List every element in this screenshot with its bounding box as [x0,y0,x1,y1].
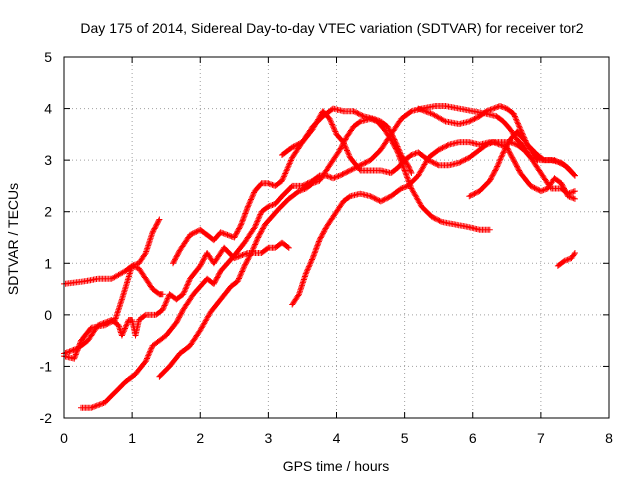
series-markers [279,105,415,177]
series-track-11 [554,249,578,269]
y-tick-label: 5 [44,49,52,65]
y-tick-label: 4 [44,101,52,117]
y-tick-label: 0 [44,307,52,323]
series-markers [415,103,517,127]
tick-labels: 0 1 2 3 4 5 6 7 8 -2 -1 0 1 2 3 4 5 [40,49,614,446]
y-axis-label: SDTVAR / TECUs [5,183,21,295]
x-tick-label: 4 [333,430,341,446]
x-tick-label: 3 [264,430,272,446]
series-markers [554,249,578,269]
y-tick-label: 2 [44,204,52,220]
series-layer [61,103,578,411]
series-track-12 [415,103,517,127]
y-tick-label: -1 [40,358,53,374]
y-tick-label: 1 [44,255,52,271]
x-tick-label: 1 [128,430,136,446]
plot-frame [63,56,610,419]
x-tick-label: 7 [537,430,545,446]
x-axis-label: GPS time / hours [283,458,390,474]
x-tick-label: 8 [605,430,613,446]
x-tick-label: 5 [401,430,409,446]
y-tick-label: 3 [44,152,52,168]
x-tick-label: 0 [60,430,68,446]
series-track-8 [279,105,415,177]
chart-title: Day 175 of 2014, Sidereal Day-to-day VTE… [80,20,583,36]
y-tick-label: -2 [40,410,53,426]
x-tick-label: 2 [196,430,204,446]
x-tick-label: 6 [469,430,477,446]
